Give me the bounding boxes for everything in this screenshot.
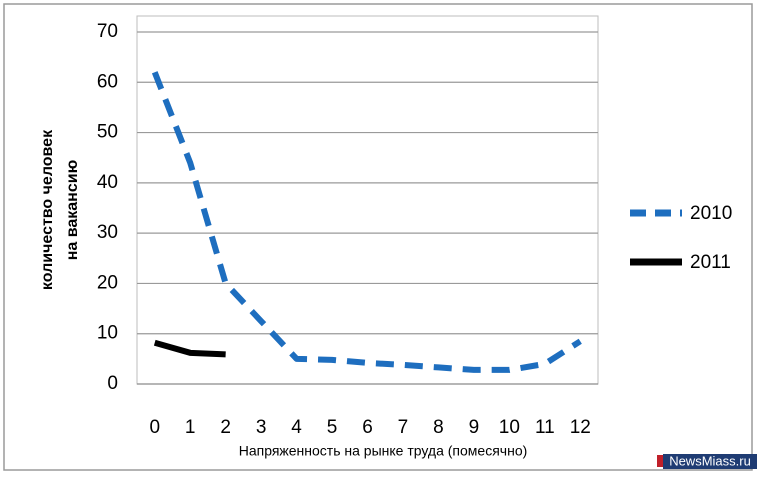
x-tick-label: 6 bbox=[362, 417, 373, 438]
data-line bbox=[151, 71, 582, 373]
y-axis-label: количество человек на вакансию bbox=[39, 129, 81, 290]
x-tick-label: 1 bbox=[185, 417, 196, 438]
x-tick-label: 7 bbox=[398, 417, 409, 438]
y-tick-label: 0 bbox=[107, 373, 118, 394]
x-tick-label: 12 bbox=[570, 417, 591, 438]
x-tick-label: 2 bbox=[220, 417, 231, 438]
x-tick-label: 11 bbox=[535, 417, 555, 438]
legend-label: 2011 bbox=[690, 252, 731, 273]
y-axis-label-line: на вакансию bbox=[64, 159, 81, 260]
legend-label: 2010 bbox=[690, 203, 732, 224]
x-tick-label: 3 bbox=[256, 417, 267, 438]
x-tick-label: 9 bbox=[469, 417, 480, 438]
chart-frame bbox=[3, 3, 753, 471]
watermark: NewsMiass.ru bbox=[669, 453, 751, 468]
y-tick-label: 50 bbox=[97, 122, 118, 143]
y-tick-label: 20 bbox=[97, 272, 118, 293]
x-tick-label: 5 bbox=[327, 417, 338, 438]
y-tick-label: 10 bbox=[97, 323, 118, 344]
watermark-bg bbox=[663, 454, 757, 469]
y-axis-label-line: количество человек bbox=[39, 129, 56, 290]
x-axis-label: Напряженность на рынке труда (помесячно) bbox=[239, 443, 528, 459]
watermark-icon bbox=[657, 455, 663, 467]
x-tick-label: 0 bbox=[149, 417, 160, 438]
data-line bbox=[153, 339, 226, 358]
y-tick-label: 60 bbox=[97, 71, 118, 92]
y-tick-label: 40 bbox=[97, 172, 118, 193]
x-tick-label: 8 bbox=[433, 417, 444, 438]
y-tick-label: 70 bbox=[97, 21, 118, 42]
x-tick-label: 10 bbox=[499, 417, 520, 438]
x-tick-label: 4 bbox=[291, 417, 302, 438]
y-tick-label: 30 bbox=[97, 222, 118, 243]
